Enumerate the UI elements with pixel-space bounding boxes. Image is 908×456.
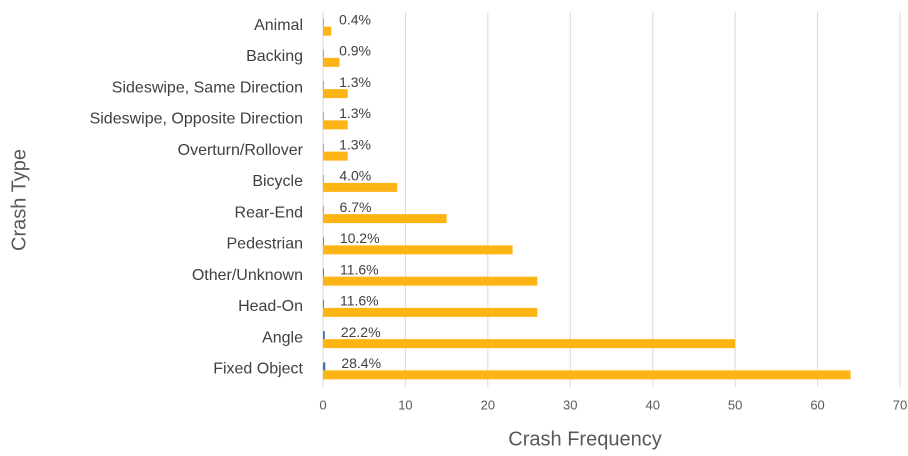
x-tick-label: 20 [481, 397, 495, 412]
x-tick-label: 50 [728, 397, 742, 412]
bar [323, 112, 324, 121]
x-axis-title: Crash Frequency [508, 428, 661, 450]
data-label: 28.4% [341, 355, 381, 371]
data-label: 0.4% [339, 11, 371, 27]
data-label: 1.3% [339, 74, 371, 90]
data-label: 6.7% [340, 199, 372, 215]
y-tick-label: Other/Unknown [192, 267, 303, 284]
y-tick-label: Pedestrian [227, 236, 304, 253]
data-label: 11.6% [340, 293, 379, 309]
data-label: 1.3% [339, 105, 371, 121]
bar [323, 245, 513, 255]
bar [323, 81, 324, 90]
y-tick-label: Animal [254, 17, 303, 34]
bar [323, 174, 324, 183]
x-tick-label: 40 [645, 397, 659, 412]
bar [323, 26, 332, 36]
x-tick-label: 0 [319, 397, 326, 412]
bar [323, 182, 398, 192]
bar [323, 120, 348, 130]
bar [323, 299, 324, 308]
x-tick-label: 70 [893, 397, 907, 412]
bar [323, 57, 340, 67]
bar [323, 151, 348, 161]
bar [323, 214, 447, 224]
bar [323, 18, 324, 27]
y-tick-label: Backing [246, 48, 303, 65]
y-tick-label: Overturn/Rollover [178, 142, 304, 159]
y-tick-label: Angle [262, 329, 303, 346]
data-label: 1.3% [339, 136, 371, 152]
y-tick-label: Fixed Object [213, 361, 303, 378]
bar [323, 206, 324, 215]
y-axis-title: Crash Type [8, 149, 30, 251]
data-label: 22.2% [341, 324, 381, 340]
data-label: 10.2% [340, 230, 380, 246]
bar [323, 89, 348, 99]
bar [323, 268, 324, 277]
data-label: 11.6% [340, 261, 379, 277]
y-tick-label: Bicycle [252, 173, 303, 190]
bar [323, 362, 326, 371]
bar [323, 276, 538, 286]
bar [323, 49, 324, 58]
bar [323, 339, 736, 349]
bar [323, 370, 851, 380]
x-tick-label: 10 [398, 397, 412, 412]
bar [323, 143, 324, 152]
bar [323, 331, 325, 340]
y-tick-label: Rear-End [235, 204, 303, 221]
x-tick-label: 60 [810, 397, 824, 412]
bar [323, 307, 538, 317]
bar [323, 237, 324, 246]
x-tick-label: 30 [563, 397, 577, 412]
data-label: 4.0% [339, 168, 371, 184]
y-tick-label: Sideswipe, Opposite Direction [90, 111, 303, 128]
y-tick-label: Head-On [238, 298, 303, 315]
y-tick-label: Sideswipe, Same Direction [112, 79, 303, 96]
data-label: 0.9% [339, 43, 371, 59]
